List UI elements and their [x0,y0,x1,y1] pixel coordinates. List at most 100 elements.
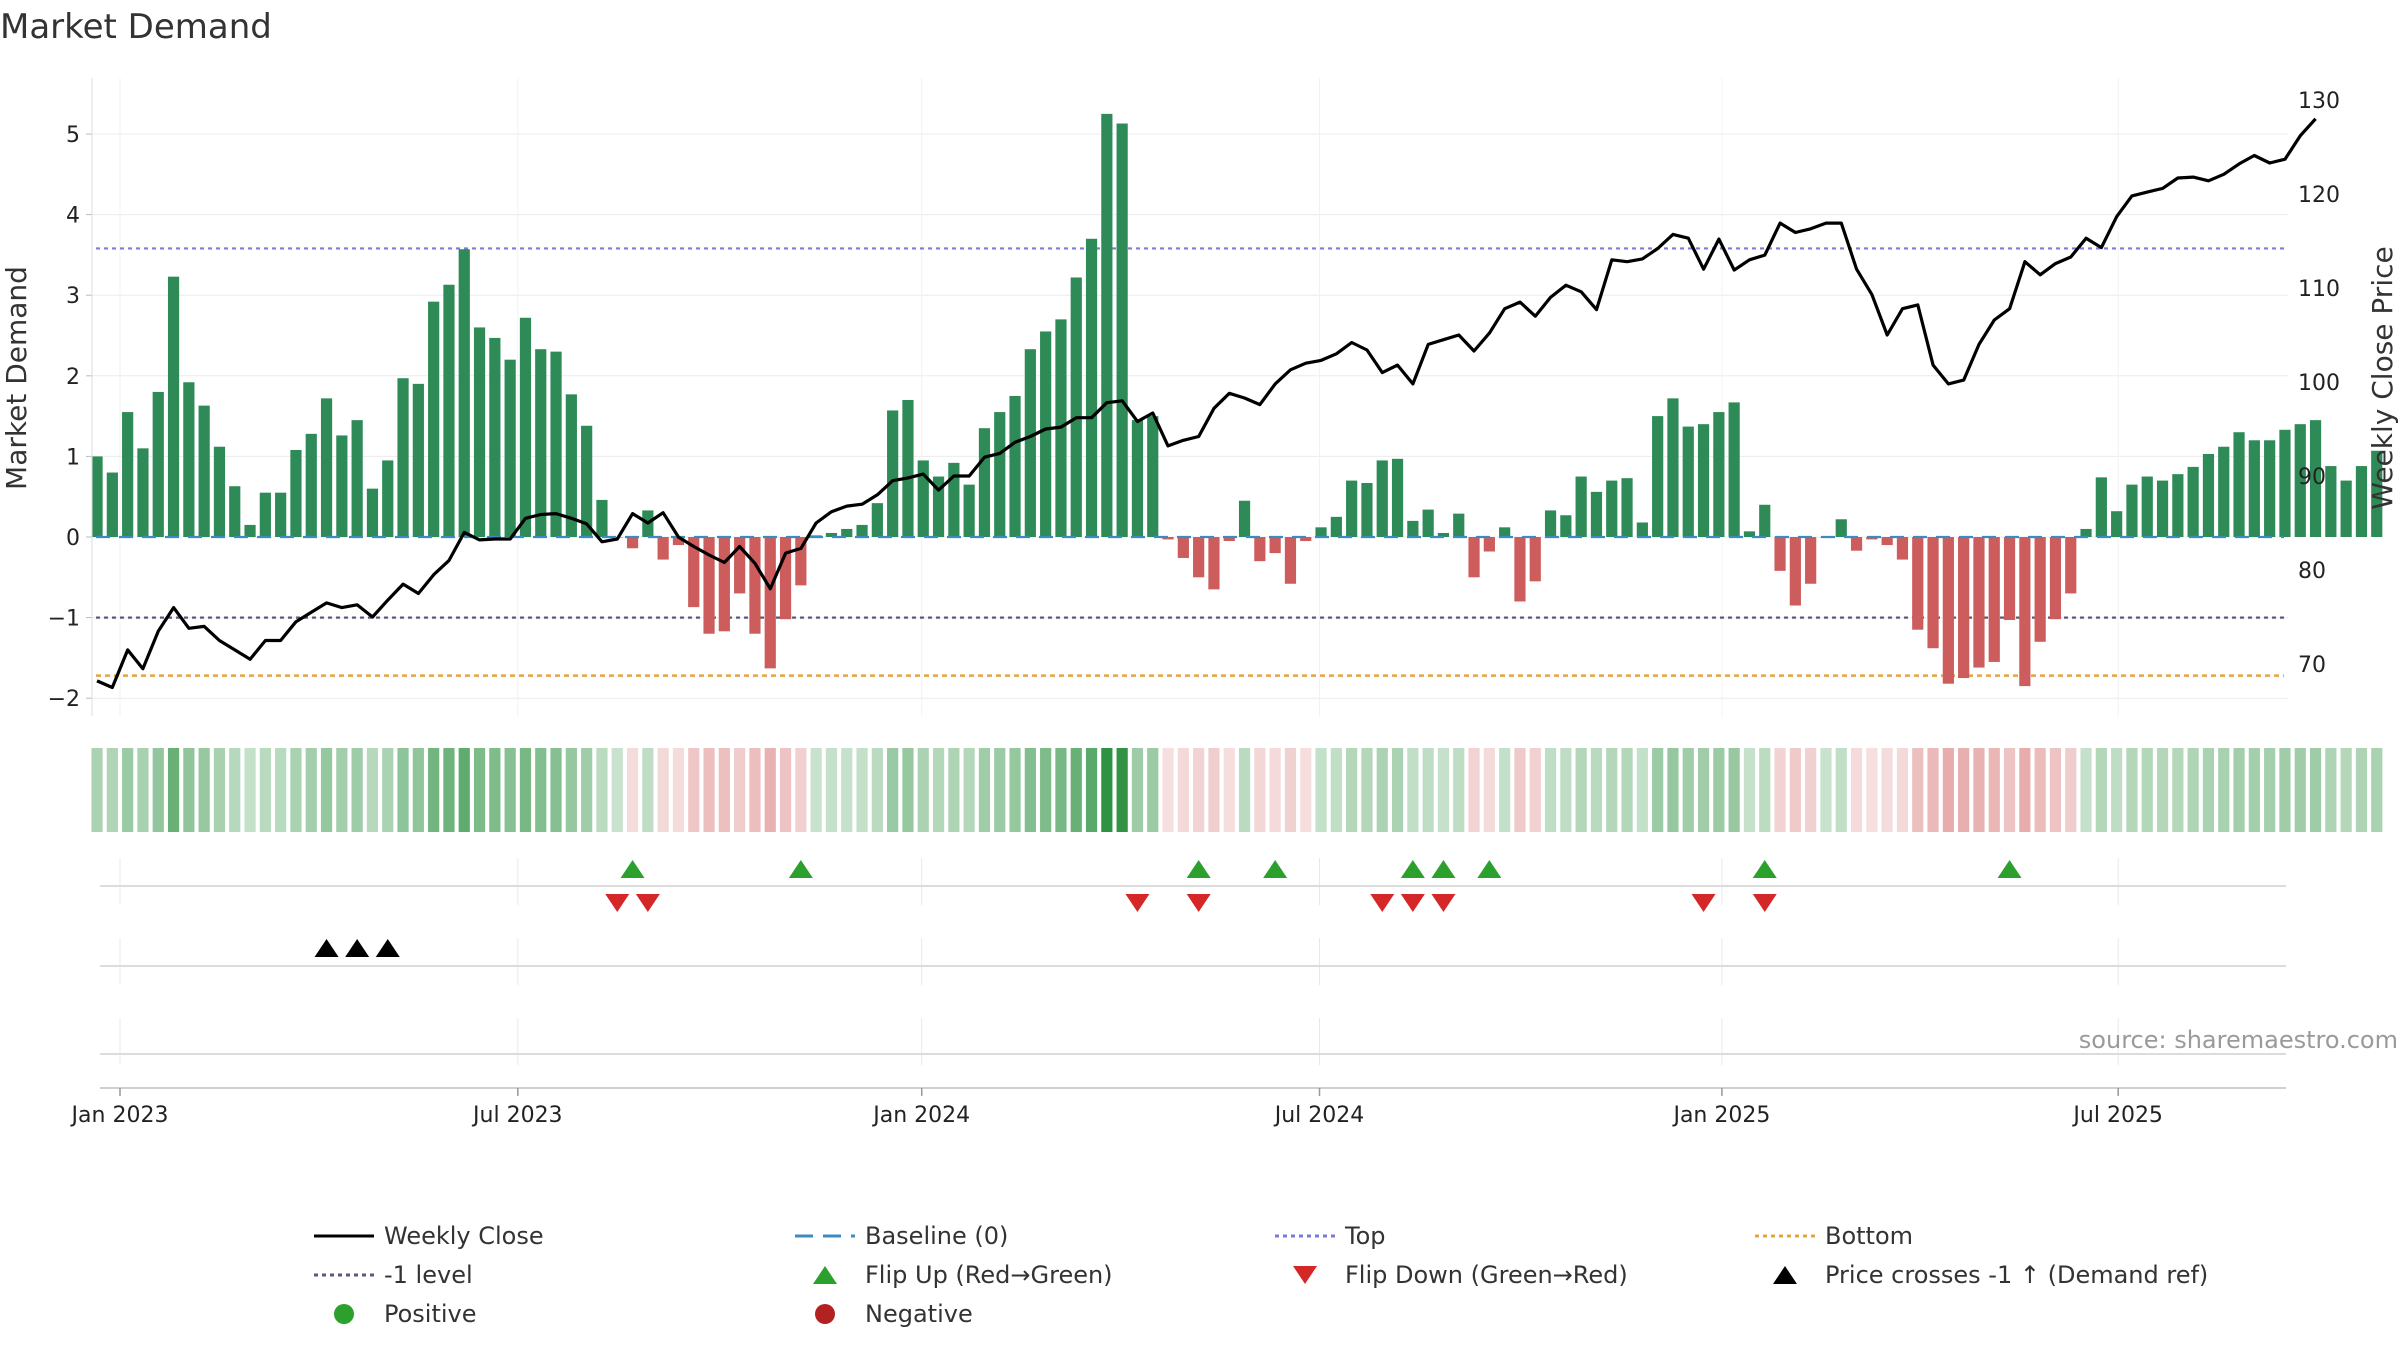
demand-bar-positive [917,460,929,537]
strip-cell [320,748,333,832]
y2-tick-label: 110 [2298,277,2340,302]
strip-cell [1560,748,1572,832]
demand-bar-positive [305,433,317,537]
demand-bar-negative [1850,537,1863,551]
legend-swatch-triangle-up [813,1266,837,1284]
demand-bar-positive [1330,516,1342,537]
strip-cell [1973,748,1985,832]
flip-down-marker [1400,894,1425,912]
demand-bar-negative [1223,537,1235,542]
reference-lines [96,247,2284,677]
y2-axis-label: Weekly Close Price [2366,246,2399,509]
strip-cell [1453,748,1465,832]
strip-cell [2141,748,2153,832]
demand-bar-positive [519,317,532,537]
strip-cell [122,748,134,832]
y-tick-label: 2 [66,365,80,390]
strip-cell [565,748,577,832]
demand-bar-positive [1590,491,1603,537]
strip-cell [1330,748,1342,832]
demand-bar-positive [1713,412,1725,537]
legend-label: Flip Down (Green→Red) [1345,1261,1628,1289]
demand-bar-negative [657,537,669,560]
strip-cell [1422,748,1434,832]
strip-cell [1085,748,1098,832]
demand-bar-positive [428,301,440,537]
strip-cell [2034,748,2046,832]
strip-cell [1942,748,1954,832]
demand-bar-negative [1208,537,1220,590]
demand-bar-positive [1024,349,1036,537]
demand-bar-positive [948,462,960,537]
strip-cell [366,748,379,832]
strip-cell [259,748,271,832]
strip-cell [2126,748,2138,832]
strip-cell [473,748,486,832]
strip-cell [1024,748,1036,832]
strip-cell [1040,748,1052,832]
demand-bar-positive [1697,424,1710,537]
strip-cell [91,748,103,832]
strip-cell [1927,748,1939,832]
legend-label: Top [1344,1222,1386,1250]
strip-cell [1896,748,1909,832]
strip-cell [2248,748,2260,832]
strip-cell [672,748,685,832]
strip-cell [458,748,470,832]
demand-bar-negative [2034,537,2046,642]
demand-bar-negative [688,537,700,608]
demand-bar-positive [871,503,883,537]
strip-cell [1376,748,1388,832]
demand-bar-positive [2294,424,2306,537]
y-tick-label: 4 [66,204,80,229]
demand-bar-positive [535,349,547,537]
strip-cell [2095,748,2107,832]
strip-cell [657,748,669,832]
demand-bar-positive [1391,458,1404,537]
strip-cell [183,748,195,832]
demand-bar-positive [1621,478,1633,537]
strip-cell [2371,748,2383,832]
strip-cell [611,748,623,832]
price-series [96,117,2317,690]
strip-cell [1162,748,1174,832]
demand-bar-positive [2309,420,2322,537]
demand-bar-positive [825,532,838,537]
strip-cell [1223,748,1235,832]
strip-cell [1544,748,1557,832]
strip-cell [2202,748,2215,832]
strip-cell [626,748,639,832]
demand-bar-positive [1437,532,1450,537]
strip-cell [1208,748,1220,832]
strip-cell [244,748,256,832]
flip-down-marker [605,894,630,912]
demand-bar-positive [1147,416,1159,537]
demand-bar-positive [2172,474,2184,537]
demand-bar-negative [1254,537,1266,562]
strip-cell [703,748,715,832]
demand-bar-positive [1560,515,1572,537]
demand-bar-positive [1743,531,1756,537]
strip-cell [1590,748,1603,832]
demand-bar-negative [734,537,746,594]
demand-bar-negative [1529,537,1541,582]
demand-bar-positive [565,394,577,537]
strip-cell [2111,748,2123,832]
demand-bar-positive [2126,484,2138,537]
strip-cell [2003,748,2016,832]
strip-cell [1361,748,1373,832]
y2-tick-label: 120 [2298,183,2340,208]
strip-cell [718,748,730,832]
strip-cell [1269,748,1281,832]
strip-cell [1835,748,1847,832]
demand-bar-negative [1269,537,1281,554]
demand-bar-positive [1682,426,1694,537]
strip-cell [1881,748,1893,832]
demand-bar-negative [1284,537,1297,584]
demand-bar-negative [1912,537,1924,630]
flip-up-marker [1186,860,1211,878]
demand-bar-negative [1973,537,1985,668]
legend-item: Bottom [1755,1222,1913,1250]
demand-bar-positive [1835,519,1847,537]
